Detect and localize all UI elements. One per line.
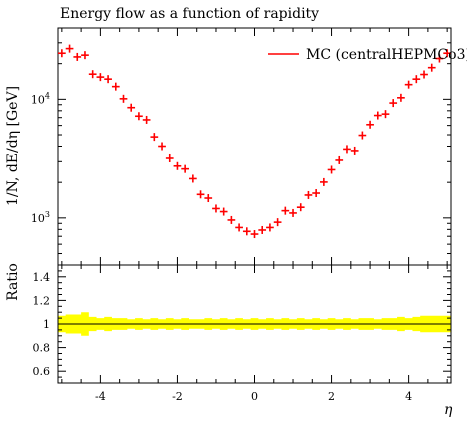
data-point [242,227,251,236]
data-point [373,111,382,120]
ratio-y-tick-label: 1 [43,318,50,331]
data-point [181,164,189,173]
data-point [304,190,313,199]
ratio-y-axis-label: Ratio [5,263,21,301]
data-point [119,94,128,103]
data-point [212,204,220,213]
legend-label-mc: MC (centralHEPMCo3) [306,47,467,63]
data-point [196,190,205,199]
data-point [397,93,405,102]
x-tick-labels: -4 -2 0 2 4 [95,390,412,403]
main-y-tick-label: 103 [31,210,50,225]
data-point [289,208,297,217]
data-point [320,177,328,186]
data-point [135,112,143,121]
ratio-y-tick-label: 1.4 [33,271,51,284]
data-point [427,63,436,72]
data-point [158,142,166,151]
data-point [235,223,243,232]
data-point [73,52,82,61]
data-point [281,206,290,215]
data-point [165,153,174,162]
main-panel: 103 104 MC (centralHEPMCo3) 1/N, dE/dη [G… [5,27,467,266]
main-y-tick-label: 104 [31,91,50,106]
legend: MC (centralHEPMCo3) [268,47,467,63]
data-point [296,203,305,212]
data-point [443,49,451,58]
data-point [420,70,428,79]
data-point [273,218,282,227]
data-point [312,189,320,198]
ratio-axis-ticks: 0.6 0.8 1 1.2 1.4 [33,264,451,384]
data-point [366,120,374,129]
data-point [173,161,182,170]
x-tick-label: 2 [328,390,335,403]
data-point [142,115,151,124]
ratio-y-tick-label: 0.6 [33,365,51,378]
data-point [104,75,112,84]
x-tick-label: -4 [95,390,106,403]
main-plot-frame [57,27,452,266]
data-point [127,103,136,112]
data-point [358,131,367,140]
data-point [250,230,259,239]
data-point [350,146,359,155]
chart-title: Energy flow as a function of rapidity [60,6,319,22]
data-point [343,145,351,154]
data-point [327,165,336,174]
data-point [389,99,398,108]
main-y-axis-label: 1/N, dE/dη [GeV] [5,86,21,206]
data-point [88,70,97,79]
data-point [189,174,197,183]
x-tick-label: 4 [405,390,412,403]
main-axis-ticks: 103 104 [31,27,451,266]
data-point [111,82,120,91]
data-point [81,51,89,60]
data-point [227,215,236,224]
data-point [219,207,228,216]
data-point [435,54,444,63]
ratio-y-tick-label: 1.2 [33,294,51,307]
data-point [258,225,267,234]
data-point [335,155,344,164]
data-point [204,194,213,203]
data-point [404,80,413,89]
data-point [266,223,274,232]
ratio-y-tick-label: 0.8 [33,342,51,355]
data-point [58,49,66,58]
data-point [96,73,105,82]
data-point [412,75,421,84]
data-point [65,44,74,53]
x-tick-label: -2 [172,390,183,403]
x-tick-label: 0 [251,390,258,403]
data-point [150,133,159,142]
x-axis-label: η [444,402,453,418]
ratio-panel: 0.6 0.8 1 1.2 1.4 Ratio -4 -2 0 2 4 η [5,263,453,418]
data-point [381,110,390,119]
main-data-points [58,44,451,239]
